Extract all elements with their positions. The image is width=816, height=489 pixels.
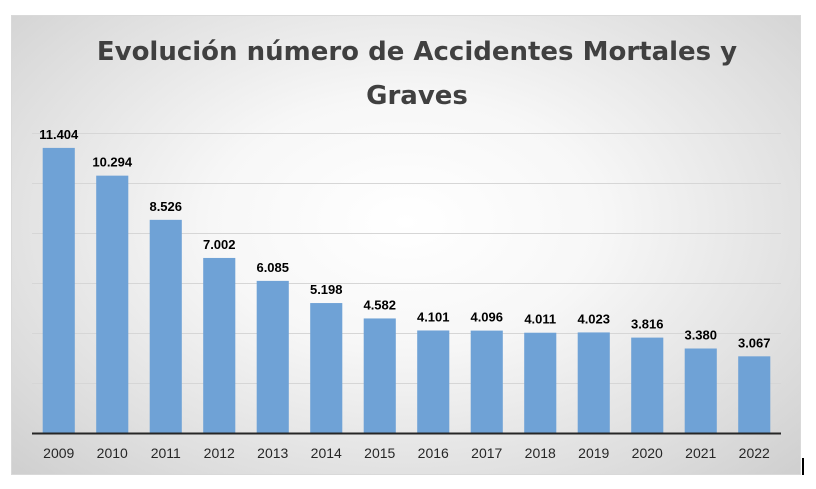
bar-2017: [470, 330, 503, 433]
bar-2014: [310, 303, 343, 433]
x-tick-label-2022: 2022: [739, 445, 770, 461]
bar-2022: [738, 356, 771, 433]
bar-2021: [684, 348, 717, 433]
data-label-2013: 6.085: [256, 260, 289, 275]
data-label-2017: 4.096: [470, 310, 503, 325]
data-label-2018: 4.011: [524, 312, 556, 327]
bar-2009: [42, 147, 75, 433]
bar-2013: [256, 280, 289, 433]
x-tick-label-2020: 2020: [632, 445, 663, 461]
x-tick-label-2013: 2013: [257, 445, 288, 461]
x-tick-label-2016: 2016: [418, 445, 449, 461]
data-label-2015: 4.582: [363, 297, 396, 312]
x-tick-label-2009: 2009: [43, 445, 74, 461]
bar-2012: [203, 257, 236, 433]
data-label-2014: 5.198: [310, 282, 343, 297]
bar-chart: 11.404 2009 10.294 2010 8.526 2011 7.002 2012 6.…: [32, 127, 781, 461]
chart-area: Evolución número de Accidentes Mortales …: [11, 15, 801, 475]
data-label-2021: 3.380: [684, 328, 717, 343]
data-label-2010: 10.294: [92, 155, 133, 170]
data-label-2009: 11.404: [39, 127, 79, 142]
bar-2011: [149, 219, 182, 433]
data-label-2022: 3.067: [738, 335, 771, 350]
chart-title: Evolución número de Accidentes Mortales …: [96, 37, 738, 111]
x-tick-label-2017: 2017: [471, 445, 502, 461]
data-label-2011: 8.526: [149, 199, 182, 214]
x-tick-label-2015: 2015: [364, 445, 395, 461]
x-tick-label-2018: 2018: [525, 445, 556, 461]
bar-2016: [417, 330, 450, 433]
x-tick-label-2011: 2011: [151, 445, 181, 461]
x-tick-label-2021: 2021: [685, 445, 716, 461]
data-label-2016: 4.101: [417, 309, 450, 324]
bar-2010: [96, 175, 129, 433]
data-label-2020: 3.816: [631, 317, 664, 332]
x-tick-label-2012: 2012: [204, 445, 235, 461]
bar-2020: [631, 337, 664, 433]
bar-2015: [363, 318, 396, 433]
x-tick-label-2010: 2010: [97, 445, 128, 461]
x-tick-label-2019: 2019: [578, 445, 609, 461]
x-tick-label-2014: 2014: [311, 445, 342, 461]
edge-mark: [802, 458, 804, 475]
bar-2018: [524, 332, 557, 433]
data-label-2019: 4.023: [577, 311, 610, 326]
bar-2019: [577, 332, 610, 433]
data-label-2012: 7.002: [203, 237, 236, 252]
